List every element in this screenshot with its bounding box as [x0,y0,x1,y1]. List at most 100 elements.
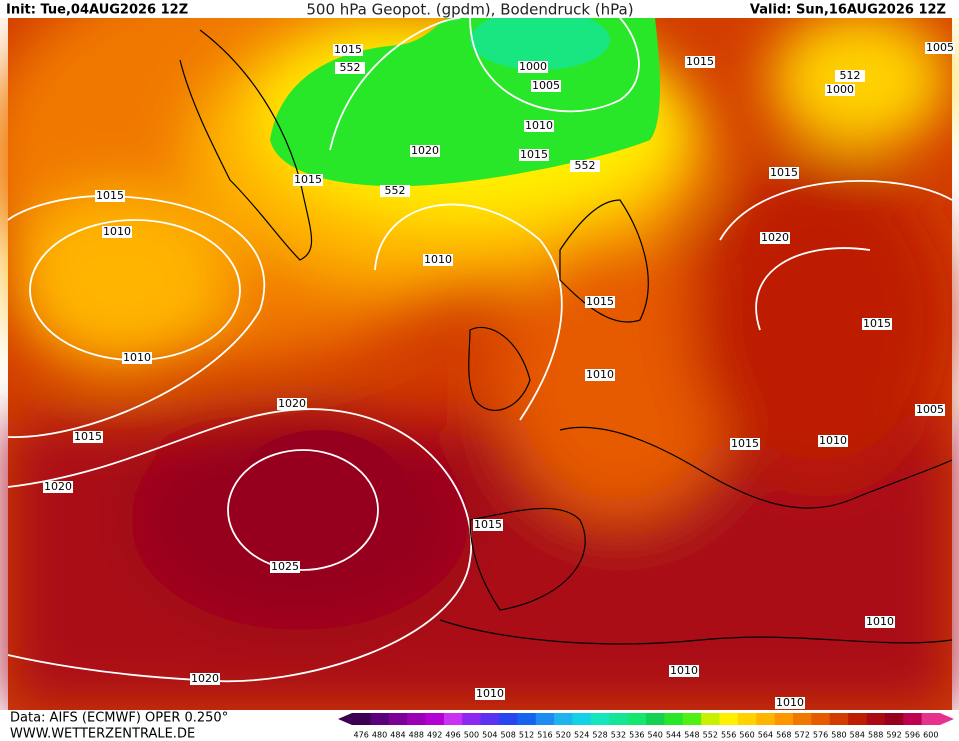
isobar-label-box [685,56,715,68]
colorbar-label: 596 [905,731,920,740]
isobar-label-box [865,616,895,628]
isobar-label: 1005 [926,41,954,54]
colorbar-label: 556 [721,731,736,740]
isobar-label-box [585,296,615,308]
data-source: Data: AIFS (ECMWF) OPER 0.250° [10,711,228,726]
isobar-label-box [585,369,615,381]
colorbar-swatch [499,713,518,725]
colorbar-label: 580 [831,731,846,740]
init-time: Init: Tue,04AUG2026 12Z [6,3,188,18]
isobar-label: 1015 [520,148,548,161]
site-url: WWW.WETTERZENTRALE.DE [10,727,195,741]
isobar-label: 1015 [586,295,614,308]
isobar-label: 1010 [776,696,804,709]
colorbar-label: 548 [684,731,699,740]
isobar-label-box [835,70,865,82]
colorbar-label: 560 [739,731,754,740]
isobar-label: 1025 [271,560,299,573]
colorbar-swatch [554,713,573,725]
colorbar-swatch [848,713,867,725]
colorbar-swatch [572,713,592,725]
isobar-label-box [775,697,805,709]
colorbar-label: 516 [537,731,552,740]
isobar-label: 552 [340,61,361,74]
isobar-label: 1020 [411,144,439,157]
colorbar-label: 536 [629,731,644,740]
isobar-label-box [769,167,799,179]
colorbar-label: 600 [923,731,938,740]
isobar-label: 1020 [44,480,72,493]
isobar-label-box [43,481,73,493]
isobar-label: 1010 [123,351,151,364]
field-background [0,0,952,710]
colorbar-label: 532 [611,731,626,740]
colorbar-swatch [407,713,426,725]
colorbar-label: 492 [427,731,442,740]
header-band [0,0,959,18]
isobar-label-box [423,254,453,266]
colorbar-swatch [866,713,886,725]
isobar-label: 1020 [278,397,306,410]
isobar-label-box [95,190,125,202]
colorbar-label: 512 [519,731,534,740]
isobar-label-box [122,352,152,364]
isobar-label: 1020 [191,672,219,685]
isobar-label: 1015 [474,518,502,531]
colorbar-swatch [462,713,482,725]
colorbar-label: 524 [574,731,589,740]
colorbar-swatch [352,713,371,725]
colorbar-label: 552 [703,731,718,740]
colorbar-label: 544 [666,731,681,740]
isobar-label-box [760,232,790,244]
colorbar-label: 584 [850,731,865,740]
colorbar-label: 576 [813,731,828,740]
colorbar-label: 476 [354,731,369,740]
isobar-label: 552 [575,159,596,172]
isobar-label-box [277,398,307,410]
isobar-label-box [531,80,561,92]
isobar-label-box [862,318,892,330]
colorbar-swatch [793,713,812,725]
isobar-label: 1015 [74,430,102,443]
isobar-label-box [818,435,848,447]
isobar-label: 1020 [761,231,789,244]
isobar-label: 1015 [294,173,322,186]
coastlines [179,29,953,645]
isobar-label-box [380,185,410,197]
isobar-label-box [410,145,440,157]
isobar-label: 1015 [731,437,759,450]
isobar-label-box [730,438,760,450]
isobar-label: 1015 [770,166,798,179]
colorbar-swatch [829,713,849,725]
isobar-label: 1015 [863,317,891,330]
isobar-label: 1010 [103,225,131,238]
isobar-label: 1010 [424,253,452,266]
colorbar-label: 508 [501,731,516,740]
isobar-label: 1005 [916,403,944,416]
isobar-label-box [669,665,699,677]
colorbar-swatch [884,713,904,725]
colorbar-label: 528 [592,731,607,740]
colorbar-swatch [811,713,831,725]
colorbar-swatch [425,713,445,725]
colorbar-label: 488 [409,731,424,740]
colorbar-swatch [370,713,390,725]
colorbar-swatch [443,713,463,725]
isobar-label: 1015 [334,43,362,56]
valid-time: Valid: Sun,16AUG2026 12Z [750,3,946,18]
colorbar-label: 540 [648,731,663,740]
colorbar-swatch [627,713,647,725]
isobar-label-box [825,84,855,96]
map-title: 500 hPa Geopot. (gpdm), Bodendruck (hPa) [306,1,633,19]
isobar-label: 1000 [519,60,547,73]
colorbar-swatch [388,713,408,725]
isobar-label: 1010 [586,368,614,381]
colorbar-swatch [609,713,629,725]
colorbar-swatch [903,713,923,725]
isobar-label: 1000 [826,83,854,96]
isobar-label: 1015 [96,189,124,202]
colorbar-swatch [590,713,610,725]
colorbar-arrow-right [940,713,954,725]
colorbar-arrow-left [338,713,352,725]
isobar-label-box [524,120,554,132]
